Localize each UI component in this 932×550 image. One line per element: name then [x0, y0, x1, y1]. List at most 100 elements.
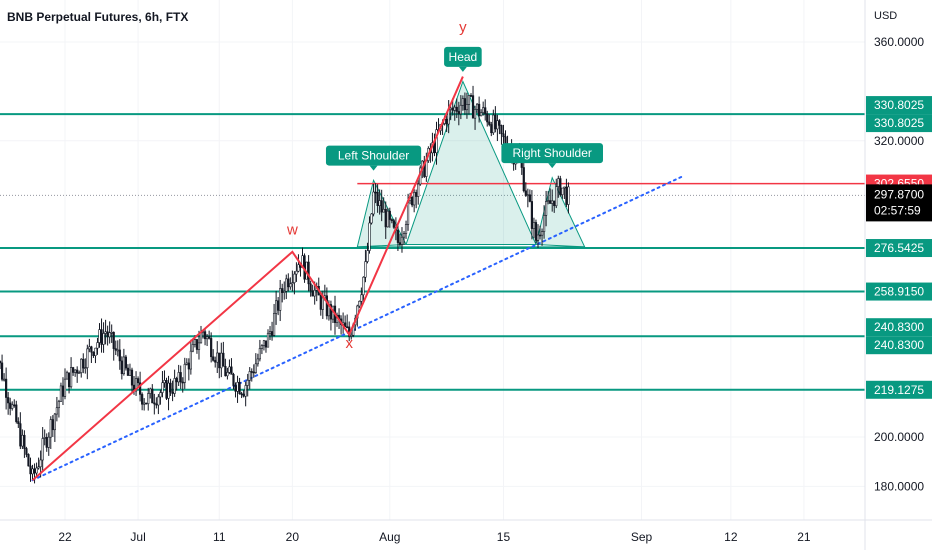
- candle-up: [275, 300, 278, 314]
- pattern-label-bubble: [444, 46, 482, 67]
- time-tick-label: Aug: [379, 530, 400, 544]
- candle-down: [376, 192, 379, 206]
- candle-down: [222, 352, 225, 367]
- candle-down: [139, 382, 142, 395]
- candle-down: [534, 222, 538, 241]
- candle-down: [469, 95, 473, 97]
- trendline-line[interactable]: [31, 175, 684, 482]
- candle-up: [228, 366, 231, 373]
- candle-down: [486, 113, 489, 123]
- candle-down: [250, 371, 253, 373]
- candle-up: [372, 191, 375, 215]
- candle-up: [63, 378, 67, 397]
- candle-up: [39, 459, 42, 468]
- zigzag-path[interactable]: [31, 76, 464, 481]
- candle-down: [380, 200, 383, 213]
- horizontal-levels[interactable]: [0, 113, 865, 391]
- candle-down: [287, 278, 290, 288]
- candle-up: [295, 270, 298, 275]
- candle-up: [482, 107, 485, 113]
- candle-up: [461, 98, 464, 106]
- candle-down: [23, 434, 26, 449]
- candle-down: [181, 381, 184, 384]
- candle-up: [244, 385, 247, 397]
- candle-down: [19, 423, 22, 447]
- candle-down: [203, 331, 207, 340]
- candle-up: [84, 367, 87, 369]
- time-axis[interactable]: 22 Jul 11 20 Aug 15 Sep 12 21: [58, 530, 811, 544]
- price-level-box: [866, 239, 932, 258]
- price-axis[interactable]: 360.0000 320.0000 200.0000 180.0000: [874, 35, 924, 493]
- candle-down: [329, 304, 333, 320]
- price-tick-label: 180.0000: [874, 479, 924, 493]
- candle-up: [258, 348, 261, 360]
- candle-up: [413, 192, 416, 206]
- candle-up: [465, 104, 469, 111]
- candle-up: [289, 283, 292, 288]
- candle-down: [309, 283, 312, 292]
- price-level-label: 330.8025: [866, 96, 932, 115]
- candle-down: [114, 348, 117, 351]
- candle-down: [165, 380, 168, 399]
- candle-up: [467, 95, 471, 105]
- candle-up: [163, 380, 166, 384]
- candle-down: [230, 366, 233, 375]
- candle-down: [169, 382, 172, 393]
- candle-down: [67, 372, 71, 388]
- candle-up: [183, 364, 186, 383]
- candle-up: [266, 332, 270, 348]
- ascending-trendline[interactable]: [31, 175, 684, 482]
- price-level-box: [866, 380, 932, 399]
- wave-label-w: w: [286, 222, 298, 239]
- candle-down: [124, 356, 127, 369]
- candle-up: [191, 344, 194, 352]
- candle-down: [277, 300, 280, 311]
- candles: [0, 85, 570, 484]
- candle-up: [199, 332, 203, 344]
- candle-up: [473, 109, 477, 119]
- bar-countdown: 02:57:59: [874, 203, 921, 217]
- pattern-label-left-shoulder: Left Shoulder: [325, 145, 422, 171]
- candle-down: [136, 378, 140, 384]
- candle-up: [86, 348, 89, 368]
- candle-up: [37, 466, 40, 469]
- candle-down: [411, 196, 414, 206]
- time-tick-label: 11: [213, 530, 226, 544]
- candle-down: [141, 394, 144, 405]
- candle-up: [197, 342, 201, 350]
- candle-down: [118, 349, 121, 362]
- candle-up: [59, 385, 63, 402]
- candle-up: [563, 186, 566, 189]
- candle-down: [175, 378, 178, 383]
- candle-up: [226, 372, 229, 377]
- candle-down: [92, 351, 95, 356]
- candle-down: [423, 160, 426, 177]
- candle-up: [78, 372, 81, 374]
- candle-up: [370, 213, 373, 224]
- candle-up: [69, 367, 73, 388]
- candle-up: [94, 347, 97, 356]
- candle-up: [246, 379, 249, 386]
- price-tick-label: 320.0000: [874, 134, 924, 148]
- price-axis-unit: USD: [874, 10, 897, 22]
- candle-up: [143, 402, 146, 405]
- candle-down: [388, 210, 391, 220]
- candle-down: [82, 358, 85, 369]
- head-triangle: [405, 80, 537, 245]
- candle-down: [553, 200, 556, 207]
- candle-down: [100, 329, 103, 345]
- candle-down: [238, 381, 241, 394]
- candle-up: [313, 289, 316, 297]
- candle-up: [358, 301, 361, 307]
- price-level-text: 330.8025: [874, 98, 924, 112]
- candle-up: [193, 339, 197, 345]
- wxy-zigzag[interactable]: [31, 76, 464, 481]
- candle-up: [262, 340, 266, 346]
- time-tick-label: 20: [286, 530, 300, 544]
- candle-down: [522, 167, 525, 192]
- candle-down: [538, 234, 542, 237]
- pattern-label-right-shoulder: Right Shoulder: [501, 143, 603, 169]
- candle-up: [561, 187, 564, 196]
- candle-down: [252, 371, 255, 374]
